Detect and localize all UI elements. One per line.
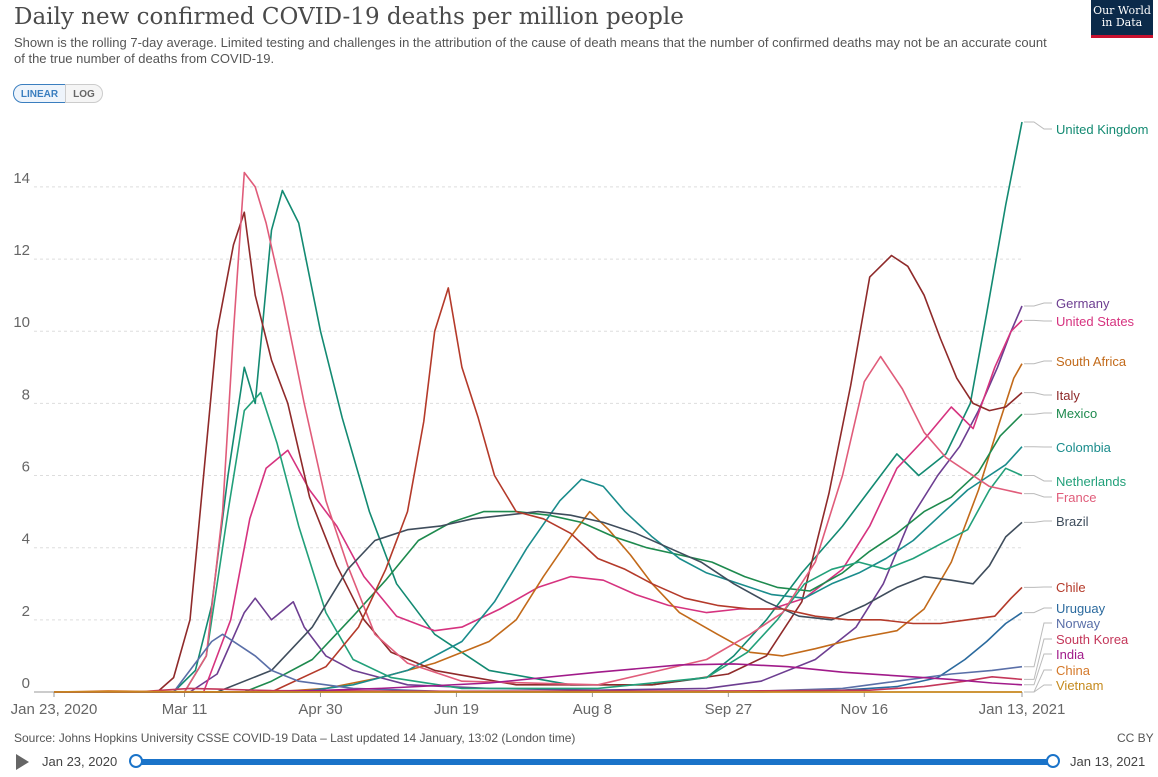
x-tick-label: Aug 8 xyxy=(573,701,612,718)
label-connector xyxy=(1024,319,1052,322)
line-chart: 0 2 4 6 8 10 12 14 Jan 23, 2020 Mar 11 Apr 30 Jun … xyxy=(11,121,1149,718)
series-lines xyxy=(53,121,1023,693)
x-axis-ticks: Jan 23, 2020 Mar 11 Apr 30 Jun 19 Aug 8 Sep 2… xyxy=(11,692,1066,718)
series-label: Chile xyxy=(1056,580,1086,595)
x-tick-label: Nov 16 xyxy=(841,701,889,718)
series-label: South Africa xyxy=(1056,354,1127,369)
series-label: Colombia xyxy=(1056,440,1112,455)
label-connector xyxy=(1024,412,1052,415)
series-line xyxy=(54,446,1023,693)
label-connector xyxy=(1024,493,1052,498)
y-tick-label: 8 xyxy=(22,386,30,403)
source-note: Source: Johns Hopkins University CSSE CO… xyxy=(14,731,576,745)
series-line xyxy=(54,287,1023,693)
series-line xyxy=(54,633,1023,693)
label-connector xyxy=(1024,607,1052,614)
owid-logo[interactable]: Our World in Data xyxy=(1091,0,1153,38)
x-tick-label: Jun 19 xyxy=(434,701,479,718)
license-link[interactable]: CC BY xyxy=(1117,731,1154,745)
series-line xyxy=(54,363,1023,693)
y-tick-label: 12 xyxy=(13,242,30,259)
series-line xyxy=(54,211,1023,693)
y-tick-label: 10 xyxy=(13,314,30,331)
series-label: China xyxy=(1056,663,1091,678)
x-tick-label: Jan 23, 2020 xyxy=(11,701,98,718)
series-label: France xyxy=(1056,490,1096,505)
x-tick-label: Mar 11 xyxy=(162,701,208,718)
label-connector xyxy=(1024,392,1052,396)
series-line xyxy=(54,391,1023,693)
series-label: Mexico xyxy=(1056,406,1097,421)
x-tick-label: Jan 13, 2021 xyxy=(979,701,1066,718)
series-line xyxy=(54,319,1023,693)
series-line xyxy=(54,413,1023,693)
label-connector xyxy=(1024,302,1052,307)
series-line xyxy=(54,305,1023,693)
series-label: South Korea xyxy=(1056,632,1129,647)
series-label: Brazil xyxy=(1056,514,1089,529)
series-labels: United Kingdom Germany United States South … xyxy=(1024,121,1149,693)
series-label: Vietnam xyxy=(1056,678,1103,693)
series-label: Uruguay xyxy=(1056,601,1106,616)
timeline-start-handle[interactable] xyxy=(129,754,143,768)
y-axis-ticks: 0 2 4 6 8 10 12 14 xyxy=(13,170,30,692)
timeline-start-date: Jan 23, 2020 xyxy=(42,754,118,769)
x-tick-label: Sep 27 xyxy=(705,701,753,718)
y-tick-label: 0 xyxy=(22,675,30,692)
y-tick-label: 2 xyxy=(22,603,30,620)
label-connector xyxy=(1024,121,1052,130)
timeline-end-date: Jan 13, 2021 xyxy=(1070,754,1146,769)
gridlines xyxy=(34,186,1022,693)
label-connector xyxy=(1024,684,1052,693)
label-connector xyxy=(1024,653,1052,686)
series-label: Netherlands xyxy=(1056,474,1127,489)
series-label: Germany xyxy=(1056,296,1110,311)
series-label: India xyxy=(1056,647,1085,662)
series-line xyxy=(54,171,1023,693)
y-tick-label: 4 xyxy=(22,531,30,548)
series-line xyxy=(54,663,1023,693)
series-line xyxy=(54,510,1023,693)
series-line xyxy=(54,121,1023,693)
label-connector xyxy=(1024,520,1052,523)
label-connector xyxy=(1024,622,1052,668)
x-tick-label: Apr 30 xyxy=(298,701,342,718)
chart-title: Daily new confirmed COVID-19 deaths per … xyxy=(14,4,684,30)
y-tick-label: 6 xyxy=(22,459,30,476)
chart-subtitle: Shown is the rolling 7-day average. Limi… xyxy=(14,35,1047,66)
y-tick-label: 14 xyxy=(13,170,30,187)
series-label: Italy xyxy=(1056,388,1080,403)
timeline-end-handle[interactable] xyxy=(1046,754,1060,768)
label-connector xyxy=(1024,360,1052,365)
play-icon[interactable] xyxy=(16,754,29,770)
series-label: United States xyxy=(1056,314,1135,329)
series-label: United Kingdom xyxy=(1056,122,1149,137)
linear-scale-button[interactable]: LINEAR xyxy=(13,84,66,103)
series-label: Norway xyxy=(1056,616,1101,631)
timeline-track[interactable] xyxy=(136,759,1053,765)
label-connector xyxy=(1024,475,1052,482)
log-scale-button[interactable]: LOG xyxy=(65,84,103,103)
label-connector xyxy=(1024,638,1052,680)
